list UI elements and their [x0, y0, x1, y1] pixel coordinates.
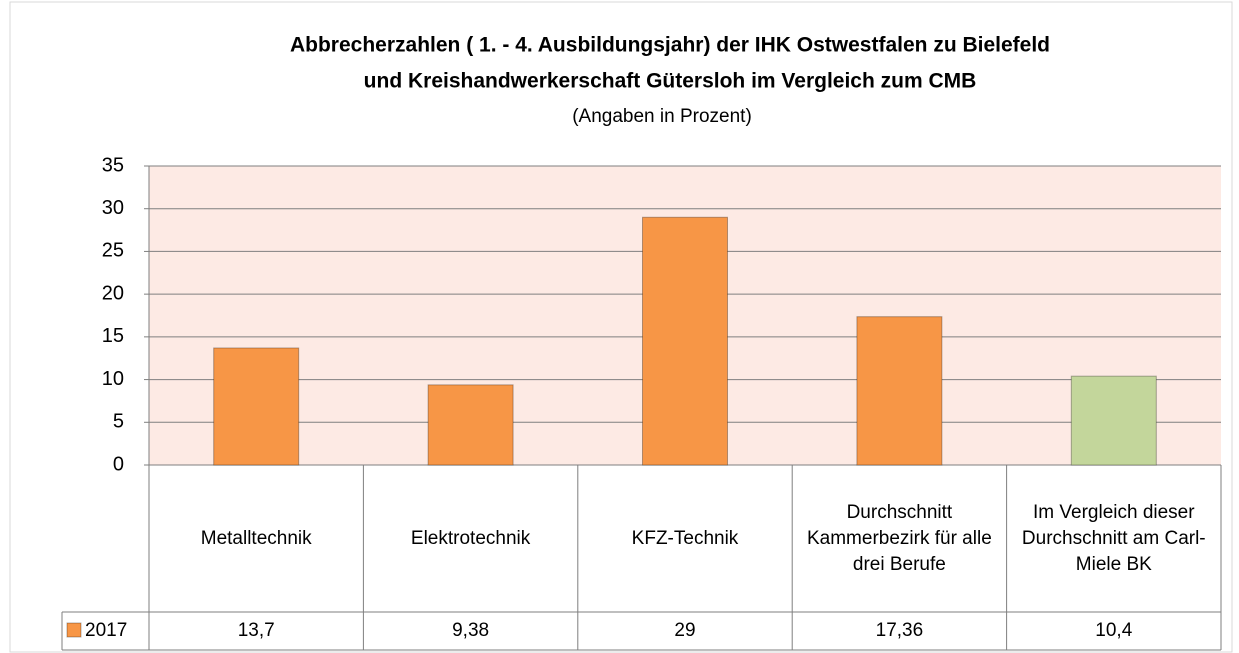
x-tick-label: Metalltechnik	[200, 527, 312, 549]
x-tick-label: Im Vergleich dieser Durchschnitt am Carl…	[1021, 501, 1206, 575]
y-tick-label: 10	[102, 368, 124, 390]
data-label: 9,38	[452, 620, 489, 641]
y-tick-label: 20	[102, 282, 124, 304]
y-tick-label: 15	[102, 325, 124, 347]
data-label: 17,36	[876, 620, 924, 641]
chart-title: Abbrecherzahlen ( 1. - 4. Ausbildungsjah…	[290, 34, 1050, 57]
y-tick-label: 25	[102, 240, 124, 262]
y-tick-label: 5	[113, 411, 124, 433]
y-tick-label: 0	[113, 453, 124, 475]
bar	[856, 316, 943, 466]
data-label: 29	[674, 620, 695, 641]
bar	[213, 347, 300, 466]
x-tick-label: KFZ-Technik	[631, 527, 739, 549]
y-tick-label: 30	[102, 197, 124, 219]
bar	[427, 384, 514, 466]
legend-swatch	[66, 622, 82, 638]
y-tick-label: 35	[102, 154, 124, 176]
chart-subtitle: (Angaben in Prozent)	[572, 106, 752, 127]
chart-title: und Kreishandwerkerschaft Gütersloh im V…	[364, 70, 977, 93]
legend-label: 2017	[85, 620, 127, 641]
data-label: 13,7	[238, 620, 275, 641]
bar	[642, 216, 728, 466]
x-tick-label: Elektrotechnik	[410, 527, 531, 549]
data-label: 10,4	[1095, 620, 1132, 641]
bar	[1070, 375, 1157, 466]
x-tick-label: Durchschnitt Kammerbezirk für alle drei …	[806, 501, 992, 575]
